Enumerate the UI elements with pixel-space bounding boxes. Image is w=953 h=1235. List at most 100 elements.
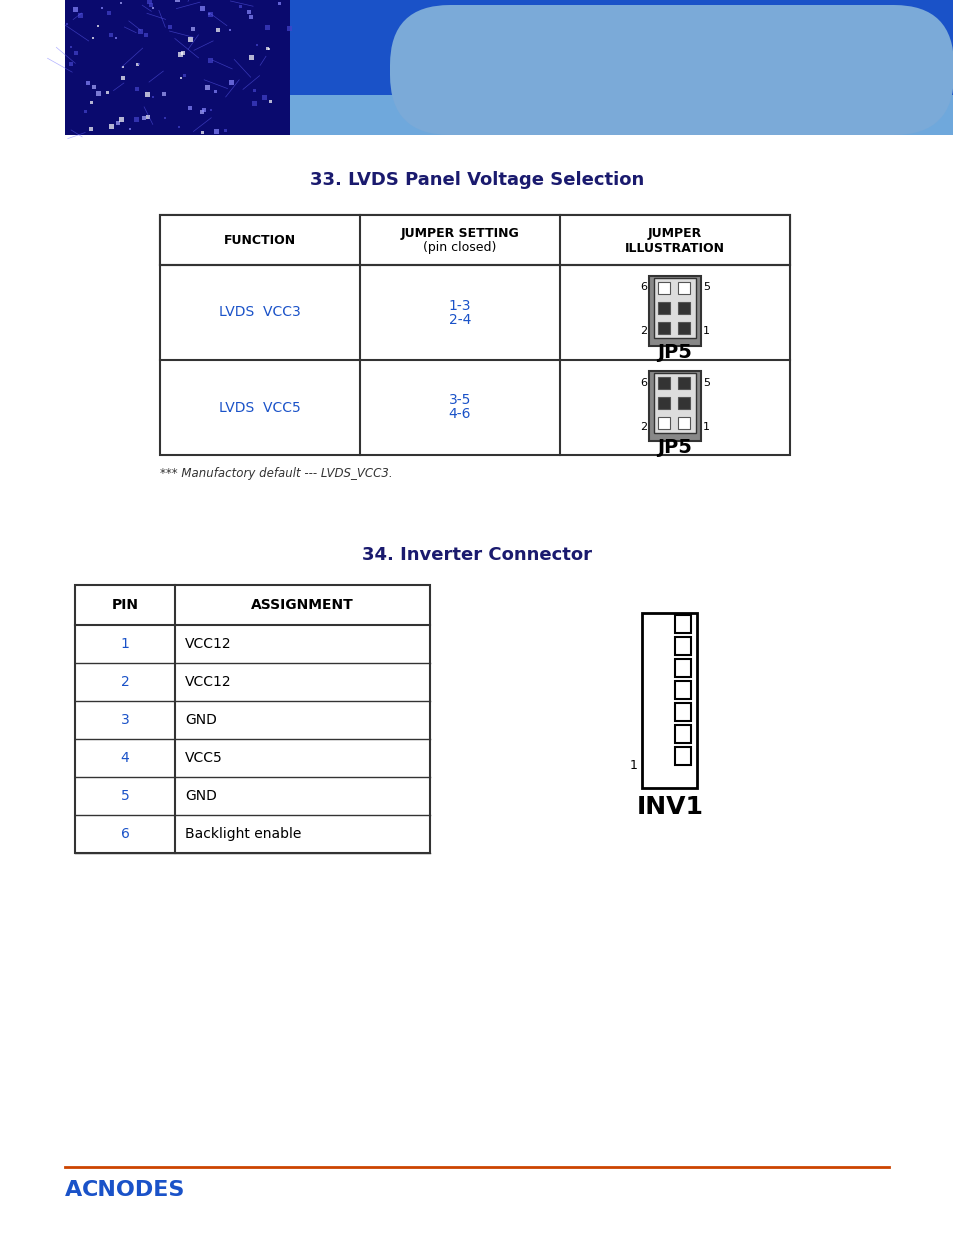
Bar (180, 51, 185, 56)
Text: ASSIGNMENT: ASSIGNMENT (251, 598, 354, 613)
Bar (162, 91, 166, 95)
Text: JP5: JP5 (657, 343, 692, 362)
Bar (135, 63, 138, 67)
Text: FUNCTION: FUNCTION (224, 233, 295, 247)
Text: 5: 5 (702, 283, 709, 293)
Bar (287, 26, 292, 31)
Bar (249, 15, 253, 19)
Bar (216, 28, 220, 32)
Bar (66, 23, 69, 25)
Bar (658, 416, 669, 429)
Bar (90, 101, 92, 104)
Bar (160, 215, 789, 266)
Bar (106, 91, 110, 94)
Text: 1: 1 (702, 421, 709, 431)
Bar (210, 110, 212, 111)
Text: GND: GND (185, 789, 216, 803)
Text: Backlight enable: Backlight enable (185, 827, 301, 841)
Bar (648, 275, 700, 346)
Bar (675, 725, 691, 742)
Bar (175, 0, 180, 2)
Bar (262, 95, 267, 100)
Bar (208, 12, 213, 17)
Bar (122, 65, 124, 68)
Bar (253, 89, 255, 91)
Bar (658, 282, 669, 294)
Bar (71, 46, 72, 48)
Bar (201, 131, 204, 133)
Bar (168, 25, 172, 28)
Bar (142, 116, 146, 120)
Text: 2: 2 (120, 676, 130, 689)
Bar (658, 396, 669, 409)
Bar (678, 301, 689, 314)
Bar (75, 585, 430, 853)
Bar (138, 30, 143, 35)
Text: (pin closed): (pin closed) (423, 242, 497, 254)
Bar (214, 130, 219, 135)
Bar (84, 110, 87, 114)
Text: 2: 2 (639, 421, 646, 431)
Bar (74, 51, 78, 56)
Bar (107, 11, 111, 15)
Bar (675, 615, 691, 632)
Bar (654, 373, 696, 432)
Text: LVDS  VCC3: LVDS VCC3 (219, 305, 300, 320)
Text: 6: 6 (120, 827, 130, 841)
Text: *** Manufactory default --- LVDS_VCC3.: *** Manufactory default --- LVDS_VCC3. (160, 467, 393, 479)
Bar (149, 2, 153, 6)
Bar (266, 47, 269, 49)
Bar (213, 90, 217, 93)
Bar (90, 127, 93, 131)
Bar (145, 93, 151, 98)
Bar (152, 96, 154, 99)
Bar (208, 58, 213, 63)
Text: INV1: INV1 (636, 795, 702, 820)
Bar (658, 321, 669, 333)
Bar (278, 1, 281, 5)
Bar (249, 56, 253, 61)
Bar (120, 1, 122, 4)
Text: 3-5: 3-5 (448, 394, 471, 408)
Bar (201, 107, 206, 112)
Text: 1-3: 1-3 (448, 299, 471, 312)
Bar (267, 47, 270, 49)
Bar (129, 128, 131, 130)
Bar (654, 278, 696, 337)
Bar (91, 85, 96, 89)
Text: 1: 1 (629, 760, 637, 772)
Bar (178, 126, 180, 128)
Bar (648, 370, 700, 441)
Bar (675, 658, 691, 677)
Text: LVDS  VCC5: LVDS VCC5 (219, 400, 300, 415)
Bar (134, 88, 139, 91)
Bar (199, 110, 204, 114)
Bar (209, 14, 211, 15)
Text: 1: 1 (120, 637, 130, 651)
Bar (143, 33, 148, 37)
Bar (109, 33, 112, 37)
Bar (182, 74, 186, 78)
Bar (678, 282, 689, 294)
Bar (678, 416, 689, 429)
Text: JUMPER SETTING: JUMPER SETTING (400, 227, 518, 241)
Bar (675, 636, 691, 655)
Text: 4: 4 (120, 751, 130, 764)
Bar (86, 82, 90, 85)
Polygon shape (260, 95, 953, 135)
Bar (69, 62, 72, 65)
Bar (229, 28, 231, 31)
Bar (255, 44, 258, 46)
Bar (641, 613, 697, 788)
Bar (78, 14, 83, 19)
Bar (160, 215, 789, 454)
Bar (96, 90, 101, 95)
Text: 4-6: 4-6 (448, 408, 471, 421)
Bar (178, 52, 183, 57)
Bar (101, 7, 103, 10)
Bar (91, 37, 93, 38)
Text: VCC5: VCC5 (185, 751, 222, 764)
Polygon shape (65, 0, 953, 95)
Bar (675, 680, 691, 699)
Bar (229, 80, 233, 85)
